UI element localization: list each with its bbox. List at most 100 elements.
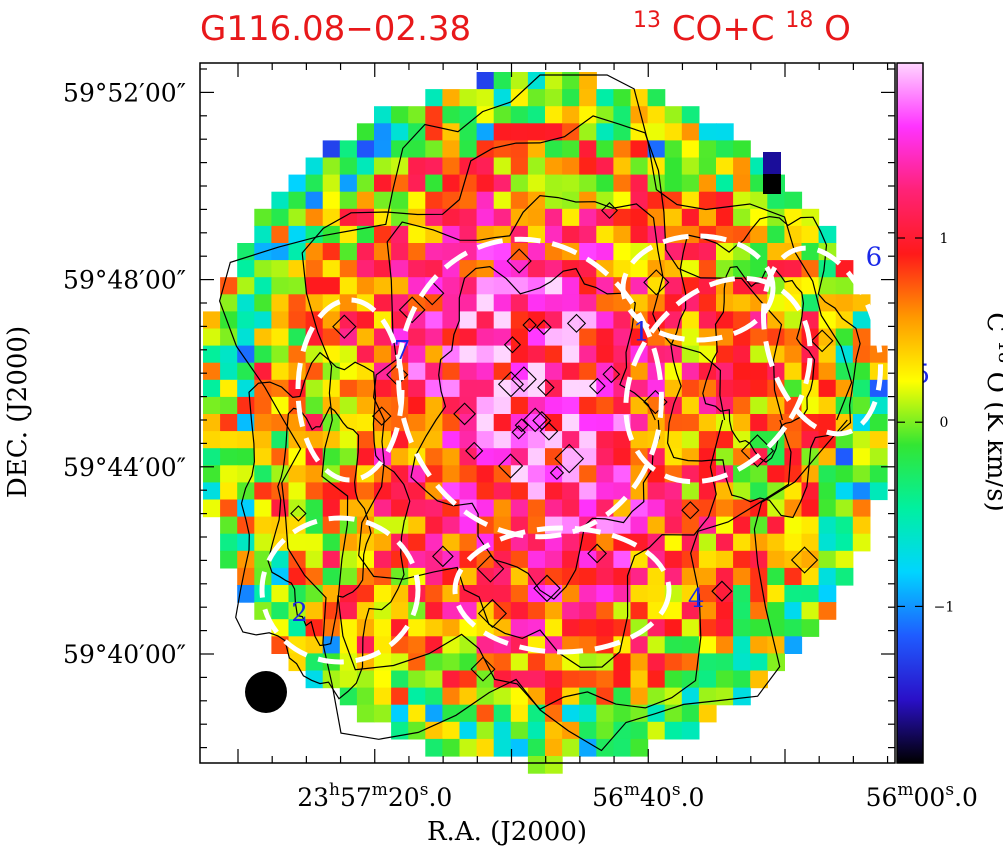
heatmap-cell — [869, 448, 888, 466]
heatmap-cell — [493, 431, 512, 449]
heatmap-cell — [237, 294, 255, 312]
heatmap-cells — [203, 72, 888, 774]
heatmap-cell — [613, 243, 632, 261]
heatmap-cell — [716, 585, 734, 603]
heatmap-cell — [596, 414, 614, 432]
heatmap-cell — [681, 482, 700, 501]
heatmap-cell — [408, 208, 426, 227]
heatmap-cell — [339, 174, 358, 193]
heatmap-cell — [647, 311, 666, 330]
heatmap-cell — [237, 585, 255, 603]
heatmap-cell — [339, 499, 358, 518]
heatmap-cell — [493, 465, 512, 483]
heatmap-cell — [459, 157, 478, 176]
heatmap-cell — [442, 328, 461, 347]
heatmap-cell — [459, 123, 478, 141]
heatmap-cell — [322, 328, 341, 347]
heatmap-cell — [784, 602, 803, 620]
heatmap-cell — [664, 567, 683, 586]
heatmap-cell — [716, 174, 734, 193]
contour-line — [666, 215, 861, 519]
heatmap-cell — [408, 550, 426, 569]
heatmap-cell — [733, 362, 751, 381]
heatmap-cell — [510, 328, 529, 347]
heatmap-cell — [476, 499, 495, 518]
heatmap-cell — [545, 619, 563, 637]
heatmap-cell — [356, 225, 375, 244]
heatmap-cell — [493, 123, 512, 141]
heatmap-cell — [339, 602, 358, 620]
heatmap-cell — [835, 533, 854, 552]
heatmap-cell — [733, 636, 751, 654]
heatmap-cell — [476, 208, 495, 227]
heatmap-cell — [698, 260, 717, 278]
heatmap-cell — [220, 379, 238, 398]
chart-title: G116.08−02.38 — [200, 9, 471, 49]
contour-line — [290, 505, 307, 522]
heatmap-cell — [527, 687, 546, 706]
heatmap-cell — [647, 294, 666, 312]
heatmap-cell — [442, 174, 461, 193]
heatmap-cell — [408, 721, 426, 740]
heatmap-cell — [852, 465, 871, 483]
heatmap-cell — [681, 157, 700, 176]
heatmap-cell — [733, 157, 751, 176]
heatmap-cell — [391, 585, 409, 603]
heatmap-cell — [339, 396, 358, 415]
heatmap-cell — [562, 448, 580, 466]
heatmap-cell — [425, 550, 443, 569]
heatmap-cell — [271, 277, 290, 295]
heatmap-cell — [510, 277, 529, 295]
heatmap-cell — [852, 431, 871, 449]
heatmap-cell — [408, 328, 426, 347]
heatmap-cell — [716, 191, 734, 210]
heatmap-cell — [339, 260, 358, 278]
heatmap-cell — [596, 653, 614, 672]
heatmap-cell — [493, 499, 512, 518]
contour-line — [386, 363, 409, 386]
heatmap-cell — [698, 123, 717, 141]
heatmap-cell — [356, 585, 375, 603]
heatmap-cell — [852, 499, 871, 518]
heatmap-cell — [647, 123, 666, 141]
heatmap-cell — [698, 704, 717, 723]
heatmap-cell — [442, 653, 461, 672]
heatmap-cell — [237, 396, 255, 415]
heatmap-cell — [698, 636, 717, 654]
heatmap-cell — [254, 414, 272, 432]
heatmap-cell — [767, 516, 785, 535]
heatmap-cell — [681, 499, 700, 518]
heatmap-cell — [767, 533, 785, 552]
heatmap-cell — [408, 687, 426, 706]
heatmap-cell — [784, 465, 803, 483]
heatmap-cell — [545, 687, 563, 706]
heatmap-cell — [288, 243, 307, 261]
heatmap-cell — [339, 225, 358, 244]
heatmap-cell — [664, 670, 683, 689]
heatmap-cell — [288, 294, 307, 312]
heatmap-cell — [220, 516, 238, 535]
heatmap-cell — [442, 687, 461, 706]
contour-line — [503, 336, 522, 354]
heatmap-cell — [459, 738, 478, 757]
heatmap-cell — [835, 345, 854, 364]
heatmap-cell — [750, 208, 768, 227]
heatmap-cell — [356, 396, 375, 415]
heatmap-cell — [818, 465, 837, 483]
contour-line — [566, 313, 587, 333]
heatmap-cell — [459, 465, 478, 483]
heatmap-cell — [596, 225, 614, 244]
heatmap-cell — [716, 567, 734, 586]
heatmap-cell — [596, 174, 614, 193]
heatmap-cell — [647, 225, 666, 244]
heatmap-cell — [664, 636, 683, 654]
heatmap-cell — [664, 260, 683, 278]
heatmap-cell — [442, 362, 461, 381]
clump-ellipse — [295, 297, 405, 483]
heatmap-cell — [733, 379, 751, 398]
heatmap-cell — [664, 414, 683, 432]
heatmap-cell — [237, 277, 255, 295]
heatmap-cell — [271, 328, 290, 347]
heatmap-cell — [527, 602, 546, 620]
heatmap-cell — [835, 465, 854, 483]
